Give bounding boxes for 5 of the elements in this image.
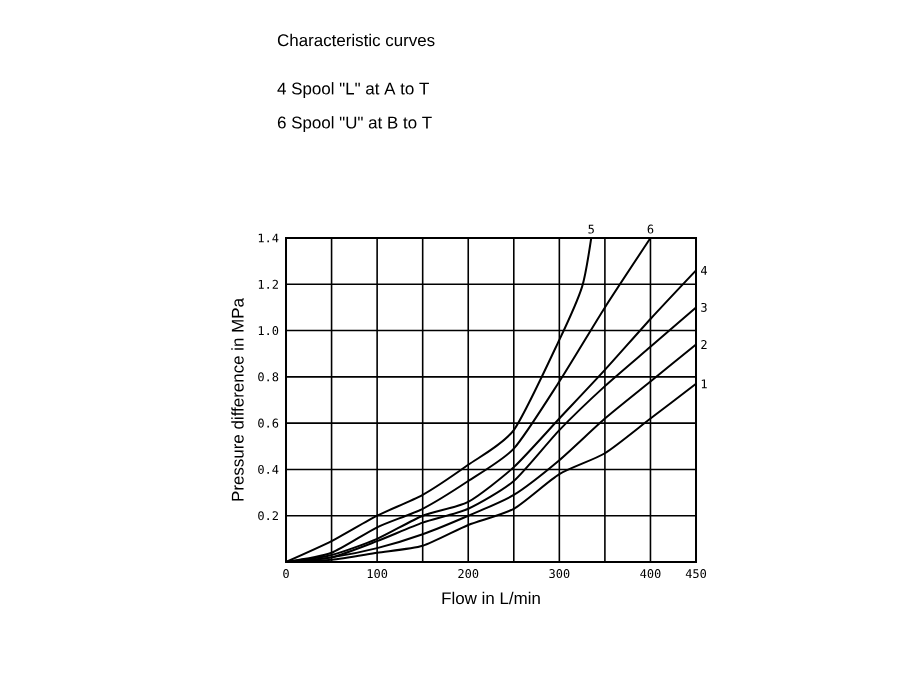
x-axis-title: Flow in L/min [442, 591, 540, 605]
y-axis-title: Pressure difference in MPa [231, 298, 244, 501]
text: 6 Spool "U" at B to T [277, 116, 432, 132]
text: 4 Spool "L" at A to T [277, 82, 429, 98]
chart-title: Characteristic curves [277, 33, 435, 47]
